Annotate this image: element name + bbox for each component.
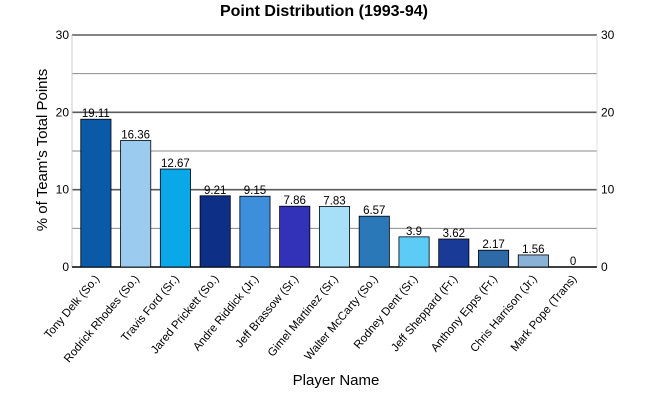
value-label: 16.36 [121,129,150,141]
x-tick-label: Walter McCarty (So.) [303,273,381,363]
value-label: 9.15 [244,185,266,197]
x-tick-label: Chris Harrison (Jr.) [468,273,539,355]
value-label: 3.62 [443,228,465,240]
x-axis-label: Player Name [293,372,380,389]
bar [478,249,510,268]
y-axis-label: % of Team's Total Points [34,69,51,231]
bar [239,195,271,268]
bar [159,168,191,268]
chart-title: Point Distribution (1993-94) [220,3,428,20]
bar [517,254,549,268]
bars [80,118,549,268]
y-tick-label-right: 0 [601,260,608,274]
data-labels: 19.11 16.36 12.67 9.21 9.15 7.86 7.83 6.57 3.9 3.… [82,108,576,268]
x-tick-label: Jared Prickett (So.) [149,273,222,356]
value-label: 0 [570,256,576,268]
value-label: 9.21 [204,185,226,197]
bar [80,118,112,268]
bar [279,205,311,268]
y-tick-label-right: 10 [601,183,615,197]
y-tick-label-left: 20 [56,105,70,119]
value-label: 7.83 [323,195,345,207]
value-label: 19.11 [82,108,110,120]
value-label: 1.56 [522,244,544,256]
x-tick-label: Gimel Martinez (Sr.) [266,273,341,359]
bar [438,238,470,268]
value-label: 2.17 [482,239,504,251]
gridlines [72,34,597,268]
value-label: 3.9 [406,226,422,238]
y-tick-label-left: 0 [62,260,69,274]
y-tick-label-left: 30 [56,28,70,42]
bar [358,215,390,268]
x-tick-label: Rodrick Rhodes (So.) [62,273,142,365]
y-tick-label-right: 20 [601,105,615,119]
value-label: 7.86 [284,195,306,207]
bar [318,206,351,268]
bar [120,140,152,268]
axes: 0 0 10 10 20 20 30 30 [56,28,615,274]
value-label: 6.57 [363,205,385,217]
y-tick-label-right: 30 [601,28,615,42]
value-label: 12.67 [161,158,190,170]
bar [199,195,231,268]
y-tick-label-left: 10 [56,183,70,197]
category-labels: Tony Delk (So.)Rodrick Rhodes (So.)Travi… [42,273,579,365]
bar [398,236,430,268]
